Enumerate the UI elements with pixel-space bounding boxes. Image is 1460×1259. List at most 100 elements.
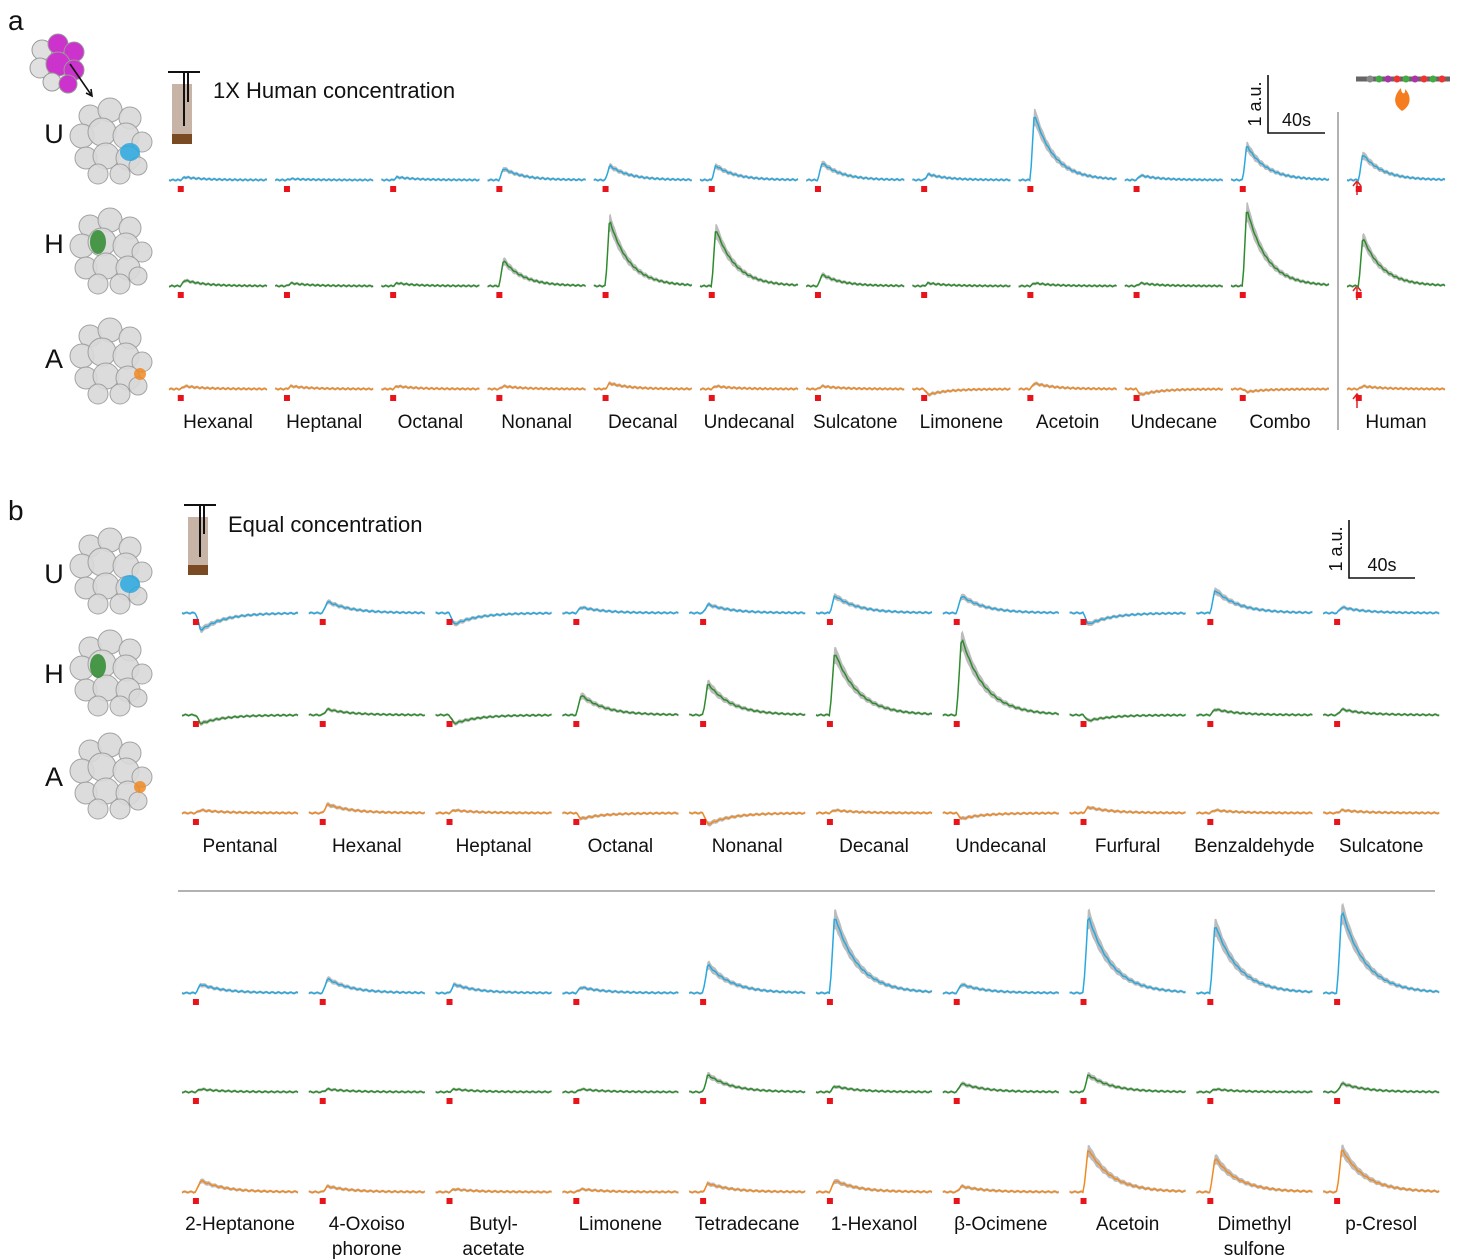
- stimulus-marker: [603, 395, 609, 401]
- response-trace: [562, 812, 678, 819]
- odor-label: 2-Heptanone: [185, 1214, 295, 1235]
- stimulus-marker: [709, 292, 715, 298]
- stimulus-marker: [1334, 819, 1340, 825]
- response-trace: [594, 223, 692, 287]
- glomeruli-icon: [70, 318, 152, 404]
- stimulus-marker: [1334, 999, 1340, 1005]
- glomerulus: [88, 799, 108, 819]
- glomerulus: [88, 594, 108, 614]
- stimulus-marker: [954, 619, 960, 625]
- glomerulus: [59, 75, 77, 93]
- stimulus-marker: [1027, 292, 1033, 298]
- stimulus-marker: [700, 999, 706, 1005]
- stimulus-marker: [700, 1198, 706, 1204]
- stimulus-marker: [815, 395, 821, 401]
- figure: a1X Human concentration1 a.u.40sUHAHexan…: [0, 0, 1460, 1259]
- odor-label: Sulcatone: [813, 412, 898, 433]
- odor-label: Undecane: [1130, 412, 1217, 433]
- stimulus-marker: [921, 292, 927, 298]
- stimulus-marker: [193, 819, 199, 825]
- response-trace: [1347, 240, 1445, 287]
- response-trace: [1019, 118, 1117, 181]
- stimulus-marker: [447, 1198, 453, 1204]
- panel-title: Equal concentration: [228, 512, 422, 537]
- stimulus-marker: [954, 819, 960, 825]
- response-trace: [912, 174, 1010, 181]
- glomeruli-icon: [70, 208, 152, 294]
- glomerulus: [88, 338, 116, 366]
- stimulus-marker: [193, 1098, 199, 1104]
- stimulus-marker: [1081, 721, 1087, 727]
- odor-label: Nonanal: [712, 836, 783, 857]
- stimulus-marker: [1356, 292, 1362, 298]
- odor-label: β-Ocimene: [954, 1214, 1047, 1235]
- response-trace: [309, 1186, 425, 1193]
- stimulus-marker: [193, 619, 199, 625]
- response-trace: [1323, 913, 1439, 993]
- response-trace: [943, 597, 1059, 614]
- glomerulus: [110, 799, 130, 819]
- flame: [1395, 88, 1409, 111]
- target-glomerulus: [90, 654, 106, 678]
- odor-label: Hexanal: [183, 412, 253, 433]
- stimulus-marker: [320, 619, 326, 625]
- odor-label: 1-Hexanol: [831, 1214, 918, 1235]
- response-trace: [816, 919, 932, 993]
- odor-label: Tetradecane: [695, 1214, 800, 1235]
- stimulus-marker: [1240, 395, 1246, 401]
- odor-label: Undecanal: [704, 412, 795, 433]
- stimulus-marker: [1081, 1198, 1087, 1204]
- odor-label: Undecanal: [955, 836, 1046, 857]
- response-trace: [562, 696, 678, 716]
- response-trace: [562, 1089, 678, 1093]
- stimulus-marker: [447, 1098, 453, 1104]
- odor-label: Decanal: [608, 412, 678, 433]
- glomerulus: [110, 274, 130, 294]
- odor-label: Heptanal: [456, 836, 532, 857]
- glomerulus: [88, 274, 108, 294]
- odor-label: Heptanal: [286, 412, 362, 433]
- stimulus-marker: [815, 186, 821, 192]
- stimulus-marker: [700, 1098, 706, 1104]
- stimulus-marker: [573, 721, 579, 727]
- stimulus-marker: [496, 186, 502, 192]
- stimulus-marker: [1356, 395, 1362, 401]
- odor-label: Acetoin: [1096, 1214, 1159, 1235]
- odor-label: Sulcatone: [1339, 836, 1424, 857]
- response-trace: [1347, 386, 1445, 390]
- response-trace: [594, 383, 692, 390]
- row-label: U: [44, 559, 64, 589]
- stimulus-marker: [284, 395, 290, 401]
- response-trace: [943, 1083, 1059, 1092]
- stimulus-marker: [390, 292, 396, 298]
- odor-label: Limonene: [579, 1214, 662, 1235]
- response-trace: [943, 1186, 1059, 1193]
- stimulus-marker: [573, 619, 579, 625]
- glomerulus: [110, 696, 130, 716]
- response-trace: [1196, 1159, 1312, 1193]
- trace-sem: [806, 161, 904, 182]
- panel-letter: a: [8, 5, 24, 36]
- vial-liquid: [188, 565, 208, 575]
- odor-label: p-Cresol: [1345, 1214, 1417, 1235]
- odor-label: Butyl-acetate: [462, 1214, 524, 1259]
- trace-sem: [689, 680, 805, 717]
- target-glomerulus: [134, 781, 146, 793]
- response-trace: [1196, 928, 1312, 994]
- glomerulus: [88, 696, 108, 716]
- response-trace: [488, 261, 586, 286]
- glomerulus: [129, 792, 147, 810]
- stimulus-marker: [700, 721, 706, 727]
- stimulus-marker: [390, 186, 396, 192]
- glomeruli-icon: [70, 630, 152, 716]
- stimulus-marker: [603, 292, 609, 298]
- stimulus-marker: [193, 721, 199, 727]
- response-trace: [275, 386, 373, 390]
- response-trace: [806, 164, 904, 181]
- response-trace: [816, 1087, 932, 1093]
- glomerulus: [129, 689, 147, 707]
- glomerulus: [88, 118, 116, 146]
- human-glomeruli-icon: [30, 34, 84, 93]
- stimulus-marker: [1240, 292, 1246, 298]
- stimulus-marker: [193, 999, 199, 1005]
